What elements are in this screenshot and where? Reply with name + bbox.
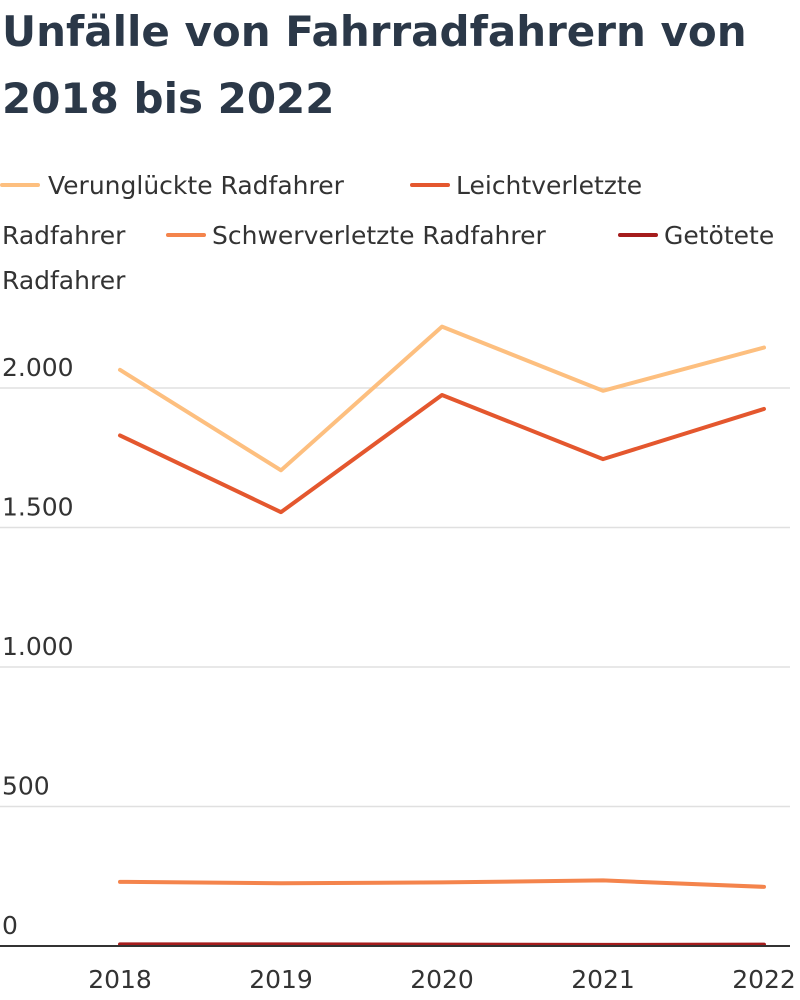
series-line [118, 392, 766, 515]
legend-label: Verunglückte Radfahrer [48, 171, 345, 200]
chart-title-line-2: 2018 bis 2022 [2, 74, 335, 123]
y-tick-label: 500 [2, 772, 50, 801]
series-line [118, 324, 766, 473]
legend-label: Radfahrer [2, 266, 126, 295]
y-tick-label: 1.000 [2, 632, 74, 661]
x-tick-label: 2022 [732, 965, 796, 994]
legend-label: Leichtverletzte [456, 171, 642, 200]
chart-title: Unfälle von Fahrradfahrern von 2018 bis … [2, 7, 761, 123]
legend-item: Getötete Radfahrer [2, 221, 774, 295]
legend: Verunglückte Radfahrer Leichtverletzte Rad… [0, 171, 774, 295]
series-line [118, 942, 766, 947]
x-axis-tick-labels: 2018 2019 2020 2021 2022 [88, 965, 796, 994]
chart-title-line-1: Unfälle von Fahrradfahrern von [2, 7, 747, 56]
grid-lines [0, 387, 790, 808]
series-line [118, 878, 766, 889]
y-axis-tick-labels: 0 500 1.000 1.500 2.000 [2, 353, 74, 940]
legend-label: Schwerverletzte Radfahrer [212, 221, 546, 250]
y-tick-label: 2.000 [2, 353, 74, 382]
y-tick-label: 1.500 [2, 493, 74, 522]
legend-label: Radfahrer [2, 221, 126, 250]
legend-label: Getötete [664, 221, 774, 250]
y-tick-label: 0 [2, 911, 18, 940]
series-lines [118, 324, 766, 947]
x-tick-label: 2020 [410, 965, 474, 994]
legend-item: Verunglückte Radfahrer [0, 171, 345, 200]
legend-item: Leichtverletzte Radfahrer [2, 171, 642, 250]
x-tick-label: 2018 [88, 965, 152, 994]
x-tick-label: 2019 [249, 965, 313, 994]
legend-item: Schwerverletzte Radfahrer [166, 221, 546, 250]
x-tick-label: 2021 [571, 965, 635, 994]
